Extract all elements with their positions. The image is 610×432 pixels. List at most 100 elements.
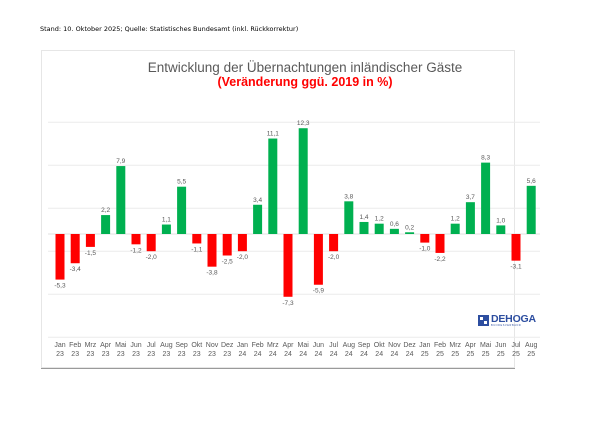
x-tick-label-year: 23: [117, 351, 125, 358]
x-tick-label-year: 24: [269, 351, 277, 358]
data-label: 1,0: [496, 217, 505, 224]
bar-apr-25: [465, 202, 475, 234]
x-tick-label-month: Jan: [237, 342, 248, 349]
bar-jul-23: [146, 234, 156, 252]
x-tick-label-year: 23: [87, 351, 95, 358]
bar-jun-24: [313, 234, 323, 285]
x-tick-label-month: Jun: [130, 342, 141, 349]
x-tick-label-year: 24: [284, 351, 292, 358]
bar-mai-24: [298, 128, 308, 234]
bar-feb-24: [253, 204, 263, 234]
data-label: -3,1: [510, 264, 522, 271]
bar-jun-25: [496, 225, 506, 234]
data-label: 8,3: [481, 155, 490, 162]
bar-aug-25: [526, 185, 536, 234]
x-tick-label-month: Mai: [115, 342, 127, 349]
x-tick-label-year: 23: [56, 351, 64, 358]
bar-nov-23: [207, 234, 217, 267]
data-label: 0,2: [405, 224, 414, 231]
data-label: -3,4: [70, 266, 82, 273]
x-tick-label-month: Mrz: [85, 342, 97, 349]
bar-okt-24: [374, 223, 384, 234]
x-tick-label-year: 24: [391, 351, 399, 358]
bar-dez-23: [222, 234, 232, 256]
data-label: 3,4: [253, 197, 262, 204]
data-label: -3,8: [206, 270, 218, 277]
bar-aug-23: [161, 224, 171, 234]
bar-feb-25: [435, 234, 445, 253]
x-tick-label-month: Mrz: [449, 342, 461, 349]
chart-subtitle: (Veränderung ggü. 2019 in %): [217, 75, 393, 89]
bar-mrz-25: [450, 223, 460, 234]
x-tick-label-year: 23: [163, 351, 171, 358]
bar-mrz-23: [85, 234, 95, 247]
bar-feb-23: [70, 234, 80, 264]
data-label: 5,5: [177, 179, 186, 186]
bar-jun-23: [131, 234, 141, 245]
data-label: 1,2: [375, 216, 384, 223]
data-label: -1,0: [419, 246, 431, 253]
dehoga-logo-icon: [478, 315, 489, 326]
bar-mai-25: [481, 162, 491, 234]
data-label: -7,3: [282, 300, 294, 307]
chart-title: Entwicklung der Übernachtungen inländisc…: [147, 60, 463, 75]
x-tick-label-year: 24: [239, 351, 247, 358]
bar-mrz-24: [268, 138, 278, 234]
data-label: 11,1: [267, 131, 280, 138]
x-tick-label-month: Jul: [147, 342, 156, 349]
x-tick-label-year: 25: [467, 351, 475, 358]
bar-nov-24: [389, 228, 399, 234]
x-tick-label-year: 25: [451, 351, 459, 358]
x-tick-label-year: 25: [436, 351, 444, 358]
x-tick-label-year: 23: [208, 351, 216, 358]
bar-jan-25: [420, 234, 430, 243]
data-label: 2,2: [101, 207, 110, 214]
x-tick-label-month: Apr: [283, 342, 295, 349]
x-tick-label-month: Mai: [480, 342, 492, 349]
data-label: 12,3: [297, 120, 310, 127]
x-tick-label-year: 23: [147, 351, 155, 358]
data-label: 0,6: [390, 221, 399, 228]
x-tick-label-year: 25: [527, 351, 535, 358]
bar-okt-23: [192, 234, 202, 244]
x-tick-label-year: 23: [71, 351, 79, 358]
x-tick-label-year: 24: [345, 351, 353, 358]
x-tick-label-year: 24: [375, 351, 383, 358]
data-label: -2,0: [328, 254, 340, 261]
bar-sep-24: [359, 221, 369, 234]
data-label: 3,8: [344, 193, 353, 200]
bar-apr-24: [283, 234, 293, 297]
x-tick-label-year: 24: [406, 351, 414, 358]
x-tick-label-year: 24: [299, 351, 307, 358]
x-tick-label-month: Jun: [495, 342, 506, 349]
x-tick-label-month: Jan: [54, 342, 65, 349]
bar-jan-23: [55, 234, 65, 280]
x-tick-label-month: Sep: [358, 342, 371, 349]
logo-subtext: BUNDESVERBAND: [491, 324, 522, 327]
bar-apr-23: [101, 215, 111, 234]
x-tick-label-month: Jul: [512, 342, 521, 349]
x-tick-label-year: 25: [421, 351, 429, 358]
x-tick-label-month: Jan: [419, 342, 430, 349]
source-note: Stand: 10. Oktober 2025; Quelle: Statist…: [40, 25, 299, 33]
x-tick-label-year: 25: [482, 351, 490, 358]
x-tick-label-year: 23: [178, 351, 186, 358]
data-label: -5,3: [54, 283, 66, 290]
data-label: -2,0: [237, 254, 249, 261]
data-label: -1,1: [191, 246, 203, 253]
data-label: -5,9: [313, 288, 325, 295]
data-label: -1,5: [85, 250, 97, 257]
data-label: 1,2: [451, 216, 460, 223]
x-tick-label-year: 23: [193, 351, 201, 358]
data-label: 1,4: [359, 214, 368, 221]
x-tick-label-month: Dez: [403, 342, 416, 349]
x-tick-label-year: 24: [315, 351, 323, 358]
data-label: 5,6: [527, 178, 536, 185]
data-label: -2,2: [434, 256, 446, 263]
x-tick-label-year: 24: [330, 351, 338, 358]
x-tick-label-month: Apr: [465, 342, 477, 349]
x-tick-label-month: Feb: [252, 342, 264, 349]
data-label: 7,9: [116, 158, 125, 165]
x-tick-label-month: Okt: [374, 342, 385, 349]
